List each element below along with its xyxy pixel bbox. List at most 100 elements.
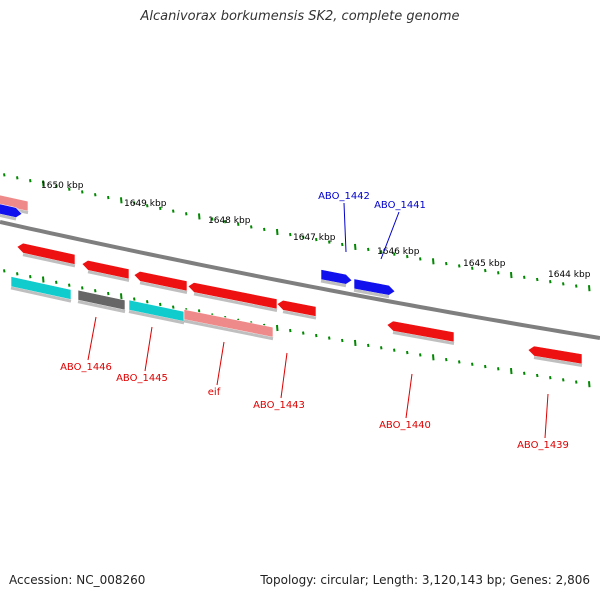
- outer-tick: [107, 195, 110, 200]
- gene-label: ABO_1441: [374, 200, 426, 211]
- outer-tick: [367, 247, 370, 252]
- gene-label: ABO_1443: [253, 400, 305, 411]
- outer-tick: [393, 252, 396, 256]
- gene-leader-line: [87, 316, 97, 361]
- inner-tick: [146, 300, 149, 304]
- feature-shadow: [320, 279, 347, 288]
- outer-tick: [159, 206, 162, 211]
- outer-tick: [289, 232, 292, 237]
- feature-shadow: [77, 300, 126, 314]
- outer-tick: [16, 176, 19, 180]
- outer-tick: [562, 282, 565, 286]
- outer-tick: [3, 173, 6, 177]
- kbp-label: 1645 kbp: [463, 259, 506, 269]
- inner-tick: [562, 378, 565, 382]
- accession-label: Accession: NC_008260: [9, 573, 146, 587]
- feature-shadow: [282, 310, 317, 320]
- feature-shadow: [193, 292, 278, 312]
- kbp-label: 1647 kbp: [293, 233, 336, 243]
- gene-feature: [16, 242, 76, 265]
- gene-feature: [187, 282, 278, 310]
- outer-tick: [172, 209, 175, 213]
- outer-tick: [68, 187, 71, 191]
- inner-tick: [575, 380, 578, 384]
- gene-feature: [77, 289, 126, 311]
- outer-tick: [575, 284, 578, 288]
- feature-shadow: [10, 286, 72, 303]
- inner-tick: [380, 346, 383, 350]
- gene-feature: [527, 345, 583, 365]
- inner-tick: [302, 331, 305, 335]
- gene-label: ABO_1439: [517, 440, 569, 451]
- gene-feature: [276, 299, 317, 317]
- outer-tick: [185, 212, 188, 216]
- inner-tick: [81, 286, 84, 290]
- inner-tick: [536, 373, 539, 378]
- outer-tick: [458, 264, 461, 268]
- inner-tick: [68, 283, 71, 287]
- tick-marks: [3, 173, 591, 388]
- gene-label: ABO_1440: [379, 420, 431, 431]
- outer-tick: [523, 275, 526, 279]
- inner-tick: [42, 276, 45, 283]
- outer-tick: [484, 268, 487, 273]
- outer-tick: [419, 257, 422, 261]
- gene-feature: [353, 278, 396, 296]
- inner-tick: [432, 354, 435, 361]
- feature-shadow: [128, 310, 185, 325]
- outer-tick: [198, 213, 201, 220]
- outer-tick: [276, 228, 279, 236]
- outer-tick: [328, 240, 331, 244]
- outer-tick: [315, 237, 318, 242]
- outer-tick: [224, 220, 227, 224]
- outer-tick: [120, 197, 123, 204]
- inner-tick: [3, 269, 6, 273]
- inner-tick: [523, 371, 526, 375]
- inner-tick: [107, 291, 110, 296]
- gene-label: ABO_1442: [318, 191, 370, 202]
- outer-tick: [263, 227, 266, 232]
- inner-tick: [549, 376, 552, 380]
- outer-tick: [471, 266, 474, 270]
- gene-leader-line: [280, 352, 288, 399]
- kbp-label: 1644 kbp: [548, 270, 591, 280]
- outer-tick: [55, 184, 58, 189]
- outer-tick: [146, 204, 149, 208]
- gene-leader-line: [216, 341, 225, 386]
- outer-tick: [341, 242, 344, 247]
- gene-feature: [0, 194, 29, 212]
- gene-leader-line: [380, 211, 400, 260]
- inner-tick: [94, 289, 97, 293]
- outer-tick: [510, 271, 513, 279]
- gene-leader-line: [343, 202, 347, 253]
- outer-tick: [250, 225, 253, 229]
- feature-shadow: [533, 356, 583, 368]
- gene-label: ABO_1445: [116, 373, 168, 384]
- kbp-label: 1646 kbp: [377, 247, 420, 257]
- gene-feature: [320, 269, 353, 285]
- outer-tick: [354, 243, 357, 251]
- outer-tick: [445, 261, 448, 266]
- inner-tick: [315, 333, 318, 338]
- feature-shadow: [87, 270, 130, 282]
- features: [0, 194, 583, 368]
- outer-tick: [133, 201, 136, 205]
- backbone: [0, 220, 600, 340]
- gene-label: ABO_1446: [60, 362, 112, 373]
- genome-summary-label: Topology: circular; Length: 3,120,143 bp…: [260, 573, 590, 587]
- outer-tick: [237, 222, 240, 226]
- inner-tick: [29, 274, 32, 279]
- feature-shadow: [183, 319, 274, 341]
- inner-tick: [328, 336, 331, 340]
- inner-tick: [120, 293, 123, 300]
- gene-feature: [128, 299, 185, 322]
- outer-tick: [549, 280, 552, 284]
- inner-tick: [419, 353, 422, 357]
- kbp-label: 1648 kbp: [208, 216, 251, 226]
- inner-tick: [354, 339, 357, 347]
- inner-tick: [289, 328, 292, 333]
- outer-tick: [81, 190, 84, 194]
- outer-tick: [42, 180, 45, 187]
